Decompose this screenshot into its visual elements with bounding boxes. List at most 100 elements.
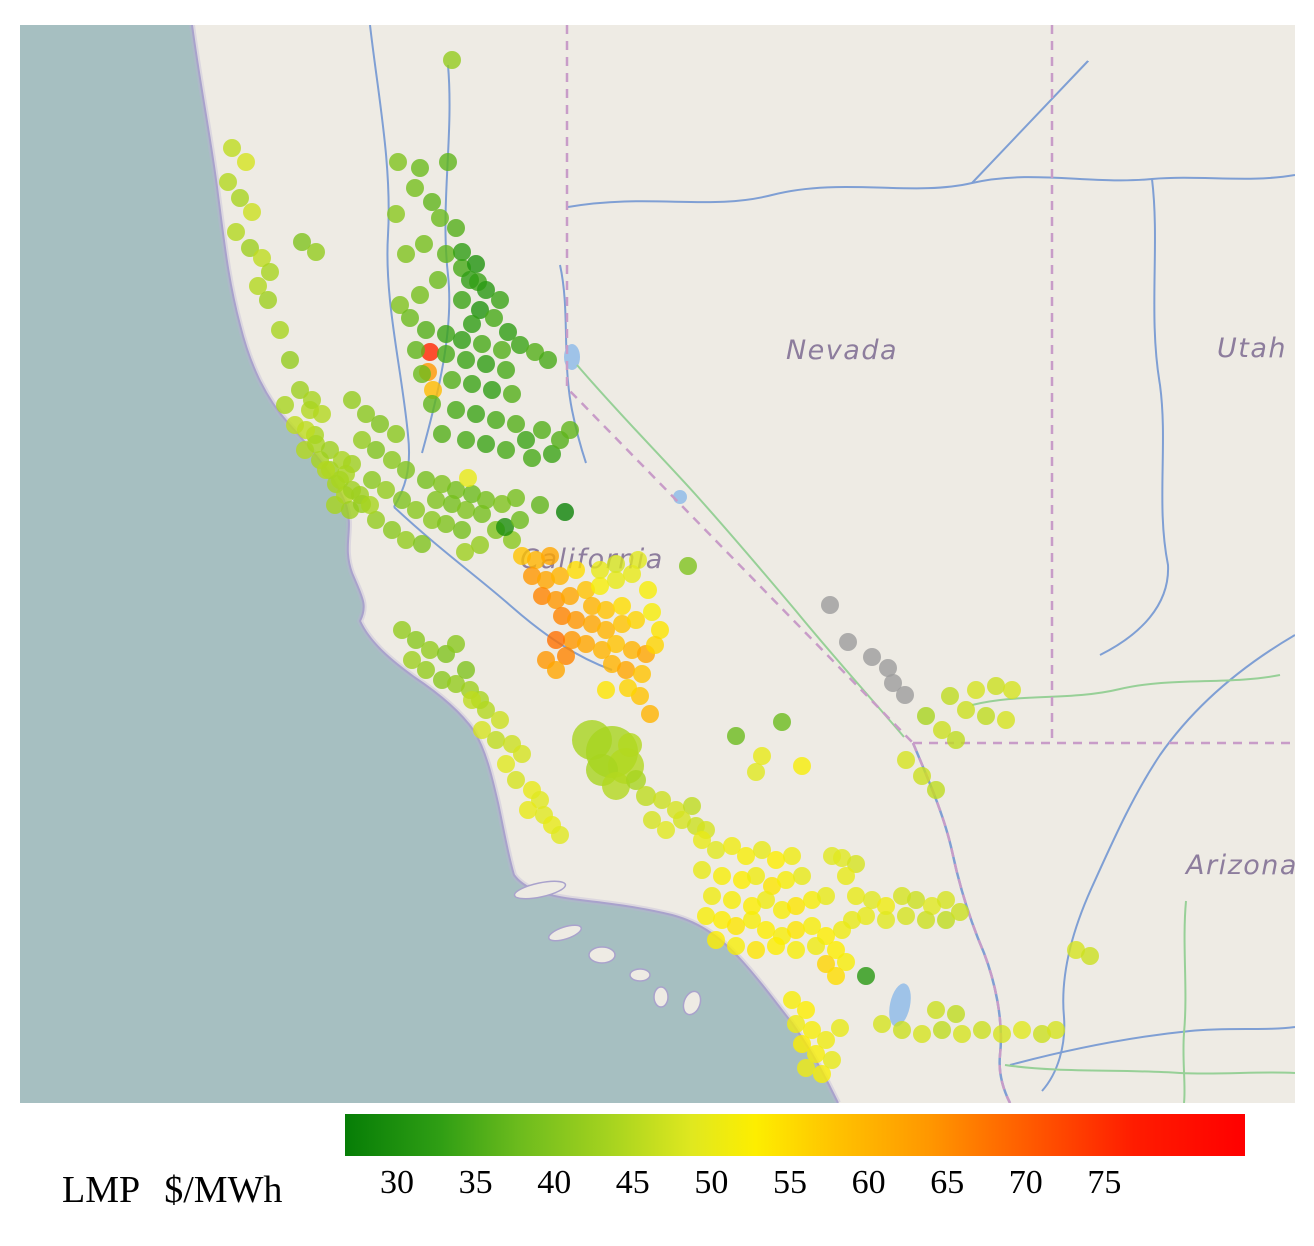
salton-sea — [889, 983, 911, 1027]
legend-tick-30: 30 — [380, 1164, 414, 1201]
state-borders — [565, 25, 1295, 1103]
lmp-node-dot — [807, 1045, 825, 1063]
lmp-node-dot — [561, 587, 579, 605]
lmp-node-dot — [537, 571, 555, 589]
lmp-node-dot — [497, 755, 515, 773]
lmp-node-dot — [219, 173, 237, 191]
lmp-node-dot — [1033, 1025, 1051, 1043]
lmp-node-dot — [831, 1019, 849, 1037]
lmp-node-dot — [767, 851, 785, 869]
lmp-node-dot — [884, 674, 902, 692]
lmp-node-dot — [447, 675, 465, 693]
lmp-node-dot — [803, 1021, 821, 1039]
lmp-node-dot — [697, 907, 715, 925]
lmp-node-dot — [897, 751, 915, 769]
lmp-node-dot — [433, 475, 451, 493]
lmp-node-dot — [1067, 941, 1085, 959]
lmp-node-dot — [917, 911, 935, 929]
lmp-node-dot — [723, 837, 741, 855]
lmp-node-dot — [627, 611, 645, 629]
lmp-node-dot — [531, 496, 549, 514]
lmp-node-dot — [453, 521, 471, 539]
lmp-node-dot — [807, 937, 825, 955]
lmp-node-dot — [473, 721, 491, 739]
lmp-node-dot — [863, 648, 881, 666]
lmp-node-dot — [777, 871, 795, 889]
lmp-node-dot — [393, 621, 411, 639]
lmp-node-dot — [457, 661, 475, 679]
lmp-node-dot — [343, 391, 361, 409]
lmp-node-dot — [533, 421, 551, 439]
lmp-node-dot — [297, 421, 315, 439]
lmp-node-dot — [877, 911, 895, 929]
lmp-node-dot — [556, 503, 574, 521]
lmp-node-dot — [727, 917, 745, 935]
lmp-node-dot — [923, 897, 941, 915]
lmp-node-dot — [437, 245, 455, 263]
lmp-node-dot — [477, 355, 495, 373]
lmp-node-dot — [643, 603, 661, 621]
lmp-node-dot — [527, 551, 545, 569]
lmp-node-dot — [743, 897, 761, 915]
lmp-node-dot — [933, 721, 951, 739]
lmp-node-dot — [453, 291, 471, 309]
ocean-region — [20, 25, 838, 1103]
lmp-node-dot — [367, 441, 385, 459]
lmp-node-dot — [993, 1025, 1011, 1043]
lmp-node-dot — [231, 189, 249, 207]
lmp-node-dot — [843, 911, 861, 929]
lmp-node-dot — [977, 707, 995, 725]
lmp-node-dot — [618, 733, 642, 757]
channel-islands — [513, 880, 702, 1016]
lmp-node-dot — [941, 687, 959, 705]
legend-tick-75: 75 — [1087, 1164, 1122, 1201]
lmp-node-dot — [433, 425, 451, 443]
lmp-node-dot — [907, 891, 925, 909]
lmp-node-dot — [607, 635, 625, 653]
lmp-node-dot — [411, 159, 429, 177]
lmp-node-dot — [613, 615, 631, 633]
lmp-node-dot — [597, 621, 615, 639]
lmp-node-dot — [857, 967, 875, 985]
lmp-node-dot — [463, 691, 481, 709]
lmp-node-dot — [873, 1015, 891, 1033]
lmp-node-dot — [551, 826, 569, 844]
lmp-node-dot — [473, 335, 491, 353]
lmp-node-dot — [823, 847, 841, 865]
lmp-node-dot — [303, 391, 321, 409]
lmp-node-dot — [477, 491, 495, 509]
lmp-node-dot — [407, 501, 425, 519]
lmp-node-dot — [367, 511, 385, 529]
lmp-node-dot — [227, 223, 245, 241]
lmp-node-dot — [383, 451, 401, 469]
lmp-node-dot — [387, 205, 405, 223]
lmp-node-dot — [917, 707, 935, 725]
lmp-node-dot — [607, 555, 625, 573]
lmp-node-dot — [897, 907, 915, 925]
lmp-node-dot — [463, 485, 481, 503]
lmp-node-dot — [837, 953, 855, 971]
lmp-node-dot — [507, 415, 525, 433]
lmp-node-dot — [551, 567, 569, 585]
lmp-node-dot — [467, 255, 485, 273]
lmp-node-dot — [541, 547, 559, 565]
lmp-node-dot — [237, 153, 255, 171]
lmp-node-dot — [429, 271, 447, 289]
lmp-node-dot — [491, 711, 509, 729]
lmp-node-dot — [513, 547, 531, 565]
lmp-node-dot — [281, 351, 299, 369]
lmp-node-dot — [461, 271, 479, 289]
lmp-node-dot — [1047, 1021, 1065, 1039]
lmp-node-dot — [491, 291, 509, 309]
highways — [576, 364, 1295, 1103]
lmp-node-dot — [927, 1001, 945, 1019]
lmp-node-dot — [591, 577, 609, 595]
lmp-node-dot — [485, 309, 503, 327]
legend-title: LMP $/MWh — [62, 1169, 283, 1211]
lmp-node-dot — [403, 651, 421, 669]
lmp-node-dot — [967, 681, 985, 699]
lmp-node-dot — [543, 445, 561, 463]
lmp-node-dot — [406, 179, 424, 197]
lmp-node-dot — [313, 405, 331, 423]
lmp-node-dot — [447, 219, 465, 237]
